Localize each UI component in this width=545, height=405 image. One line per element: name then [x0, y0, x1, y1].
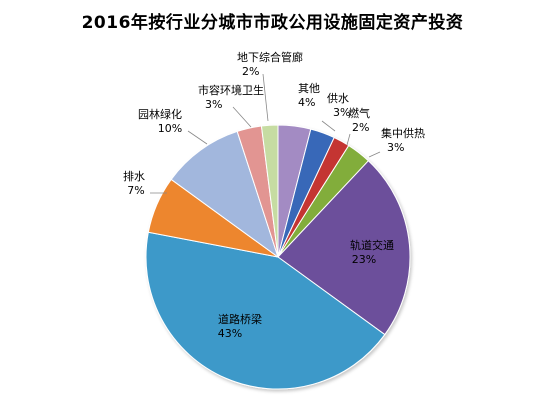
- pie-slices: [145, 124, 411, 390]
- pie-slice-10: [260, 124, 279, 258]
- slice-percent-label: 3%: [333, 106, 350, 119]
- slice-percent-label: 43%: [218, 327, 242, 340]
- slice-percent-label: 2%: [242, 65, 259, 78]
- slice-name-label: 轨道交通: [350, 238, 394, 252]
- chart-title: 2016年按行业分城市市政公用设施固定资产投资: [81, 13, 464, 33]
- slice-name-label: 供水: [327, 91, 349, 105]
- leader-line: [262, 73, 269, 122]
- leader-lines: [150, 73, 381, 194]
- slice-name-label: 排水: [123, 169, 145, 183]
- slice-percent-label: 10%: [158, 122, 182, 135]
- slice-name-label: 燃气: [348, 106, 370, 120]
- leader-line: [321, 120, 336, 132]
- leader-line: [346, 133, 351, 146]
- slice-percent-label: 2%: [352, 121, 369, 134]
- slice-name-label: 园林绿化: [138, 107, 182, 121]
- slice-labels: 其他4% 供水3%燃气2% 集中供热3%轨道交通23%道路桥梁43%排水7%园林绿化…: [123, 50, 425, 340]
- leader-line: [368, 151, 381, 158]
- slice-name-label: 集中供热: [381, 126, 425, 140]
- pie-slice-6: [145, 231, 386, 390]
- pie-slice-5: [277, 160, 411, 336]
- slice-name-label: 地下综合管廊: [237, 50, 303, 64]
- slice-percent-label: 23%: [352, 253, 376, 266]
- leader-line: [232, 106, 252, 128]
- leader-line: [187, 130, 208, 145]
- slice-percent-label: 3%: [387, 141, 404, 154]
- slice-percent-label: 7%: [127, 184, 144, 197]
- slice-name-label: 道路桥梁: [218, 312, 262, 326]
- pie-slice-8: [170, 130, 279, 259]
- slice-name-label: 市容环境卫生: [198, 83, 264, 97]
- slice-percent-label: 3%: [205, 98, 222, 111]
- slice-name-label: 其他: [298, 82, 320, 95]
- slice-percent-label: 4%: [298, 96, 315, 109]
